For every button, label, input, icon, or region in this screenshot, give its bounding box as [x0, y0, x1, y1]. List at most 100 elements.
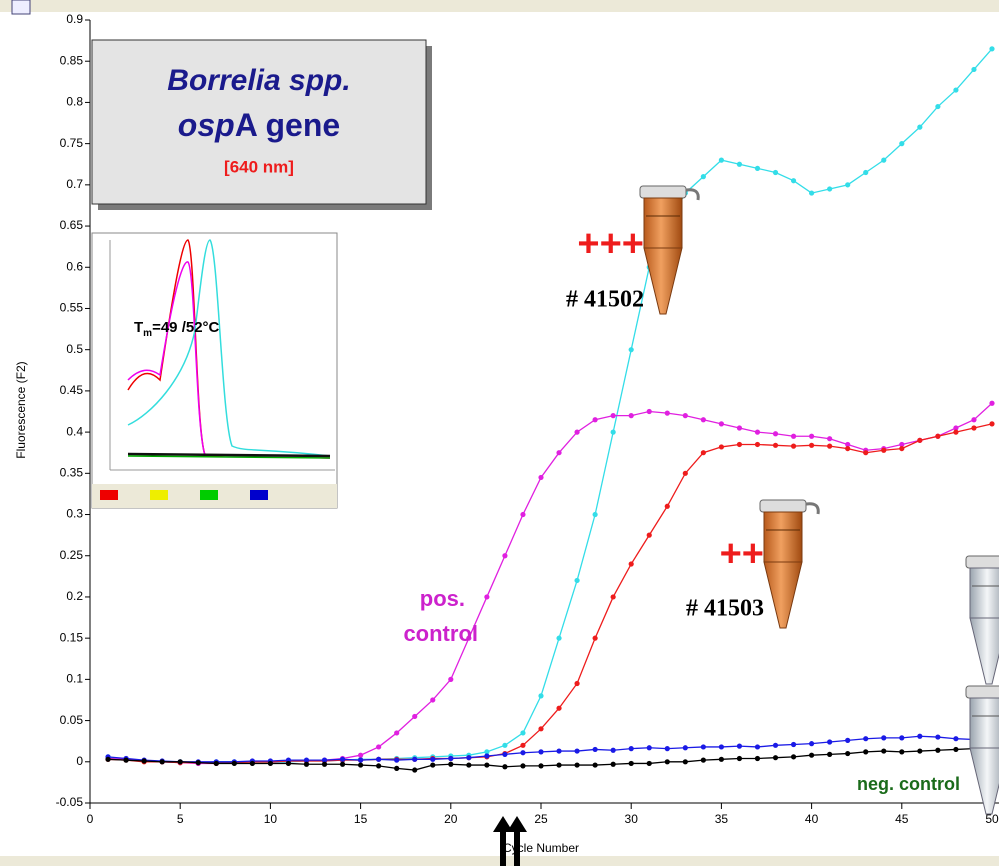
- data-point: [773, 755, 778, 760]
- data-point: [412, 767, 417, 772]
- data-point: [574, 578, 579, 583]
- data-point: [123, 758, 128, 763]
- data-point: [611, 594, 616, 599]
- data-point: [520, 763, 525, 768]
- data-point: [376, 744, 381, 749]
- data-point: [827, 186, 832, 191]
- y-tick-label: 0.9: [66, 12, 83, 26]
- y-tick-label: 0.6: [66, 259, 83, 273]
- y-tick-label: 0.65: [60, 218, 84, 232]
- data-point: [809, 753, 814, 758]
- data-point: [647, 761, 652, 766]
- subtitle: [640 nm]: [224, 157, 294, 176]
- data-point: [971, 67, 976, 72]
- data-point: [466, 762, 471, 767]
- data-point: [755, 430, 760, 435]
- data-point: [484, 762, 489, 767]
- data-point: [430, 697, 435, 702]
- data-point: [773, 743, 778, 748]
- data-point: [466, 755, 471, 760]
- data-point: [791, 444, 796, 449]
- data-point: [520, 750, 525, 755]
- data-point: [683, 745, 688, 750]
- data-point: [845, 182, 850, 187]
- y-tick-label: 0.55: [60, 301, 84, 315]
- data-point: [719, 444, 724, 449]
- data-point: [629, 413, 634, 418]
- data-point: [178, 759, 183, 764]
- data-point: [827, 739, 832, 744]
- y-axis-label: Fluorescence (F2): [14, 361, 28, 458]
- data-point: [773, 431, 778, 436]
- chart-icon[interactable]: [12, 0, 30, 14]
- title-part: A gene: [235, 107, 341, 143]
- data-point: [412, 757, 417, 762]
- data-point: [448, 756, 453, 761]
- title-line: Borrelia spp.: [167, 64, 350, 97]
- data-point: [863, 450, 868, 455]
- data-point: [574, 748, 579, 753]
- data-point: [809, 434, 814, 439]
- y-tick-label: 0.4: [66, 424, 83, 438]
- data-point: [899, 749, 904, 754]
- data-point: [791, 434, 796, 439]
- x-tick-label: 25: [534, 812, 548, 826]
- data-point: [701, 758, 706, 763]
- data-point: [953, 430, 958, 435]
- inset: Tm=49 /52°C: [92, 233, 337, 508]
- data-point: [899, 141, 904, 146]
- data-point: [538, 763, 543, 768]
- x-tick-label: 0: [87, 812, 94, 826]
- data-point: [412, 714, 417, 719]
- data-point: [701, 174, 706, 179]
- data-point: [917, 438, 922, 443]
- data-point: [773, 443, 778, 448]
- y-tick-label: 0.35: [60, 465, 84, 479]
- data-point: [845, 738, 850, 743]
- data-point: [268, 761, 273, 766]
- data-point: [502, 752, 507, 757]
- data-point: [647, 409, 652, 414]
- data-point: [556, 748, 561, 753]
- data-point: [719, 744, 724, 749]
- inset-label-part: T: [134, 319, 143, 336]
- data-point: [935, 104, 940, 109]
- y-tick-label: 0.2: [66, 589, 83, 603]
- data-point: [737, 756, 742, 761]
- data-point: [827, 436, 832, 441]
- data-point: [611, 762, 616, 767]
- data-point: [881, 735, 886, 740]
- y-tick-label: 0.85: [60, 53, 84, 67]
- y-tick-label: 0.05: [60, 713, 84, 727]
- data-point: [791, 178, 796, 183]
- y-tick-label: -0.05: [56, 795, 84, 809]
- data-point: [791, 754, 796, 759]
- y-tick-label: 0.45: [60, 383, 84, 397]
- data-point: [737, 744, 742, 749]
- data-point: [160, 759, 165, 764]
- y-tick-label: 0.75: [60, 136, 84, 150]
- data-point: [971, 417, 976, 422]
- tube-icon: [760, 500, 818, 628]
- annotation: # 41502: [566, 287, 644, 313]
- data-point: [719, 757, 724, 762]
- data-point: [556, 706, 561, 711]
- data-point: [809, 741, 814, 746]
- data-point: [989, 421, 994, 426]
- data-point: [701, 450, 706, 455]
- title-line: ospA gene: [178, 107, 340, 143]
- data-point: [827, 752, 832, 757]
- data-point: [737, 442, 742, 447]
- data-point: [394, 766, 399, 771]
- tube-icon: [966, 686, 999, 814]
- data-point: [574, 681, 579, 686]
- data-point: [538, 749, 543, 754]
- data-point: [593, 762, 598, 767]
- data-point: [953, 747, 958, 752]
- data-point: [394, 730, 399, 735]
- data-point: [629, 347, 634, 352]
- data-point: [556, 636, 561, 641]
- data-point: [538, 726, 543, 731]
- data-point: [701, 417, 706, 422]
- data-point: [665, 759, 670, 764]
